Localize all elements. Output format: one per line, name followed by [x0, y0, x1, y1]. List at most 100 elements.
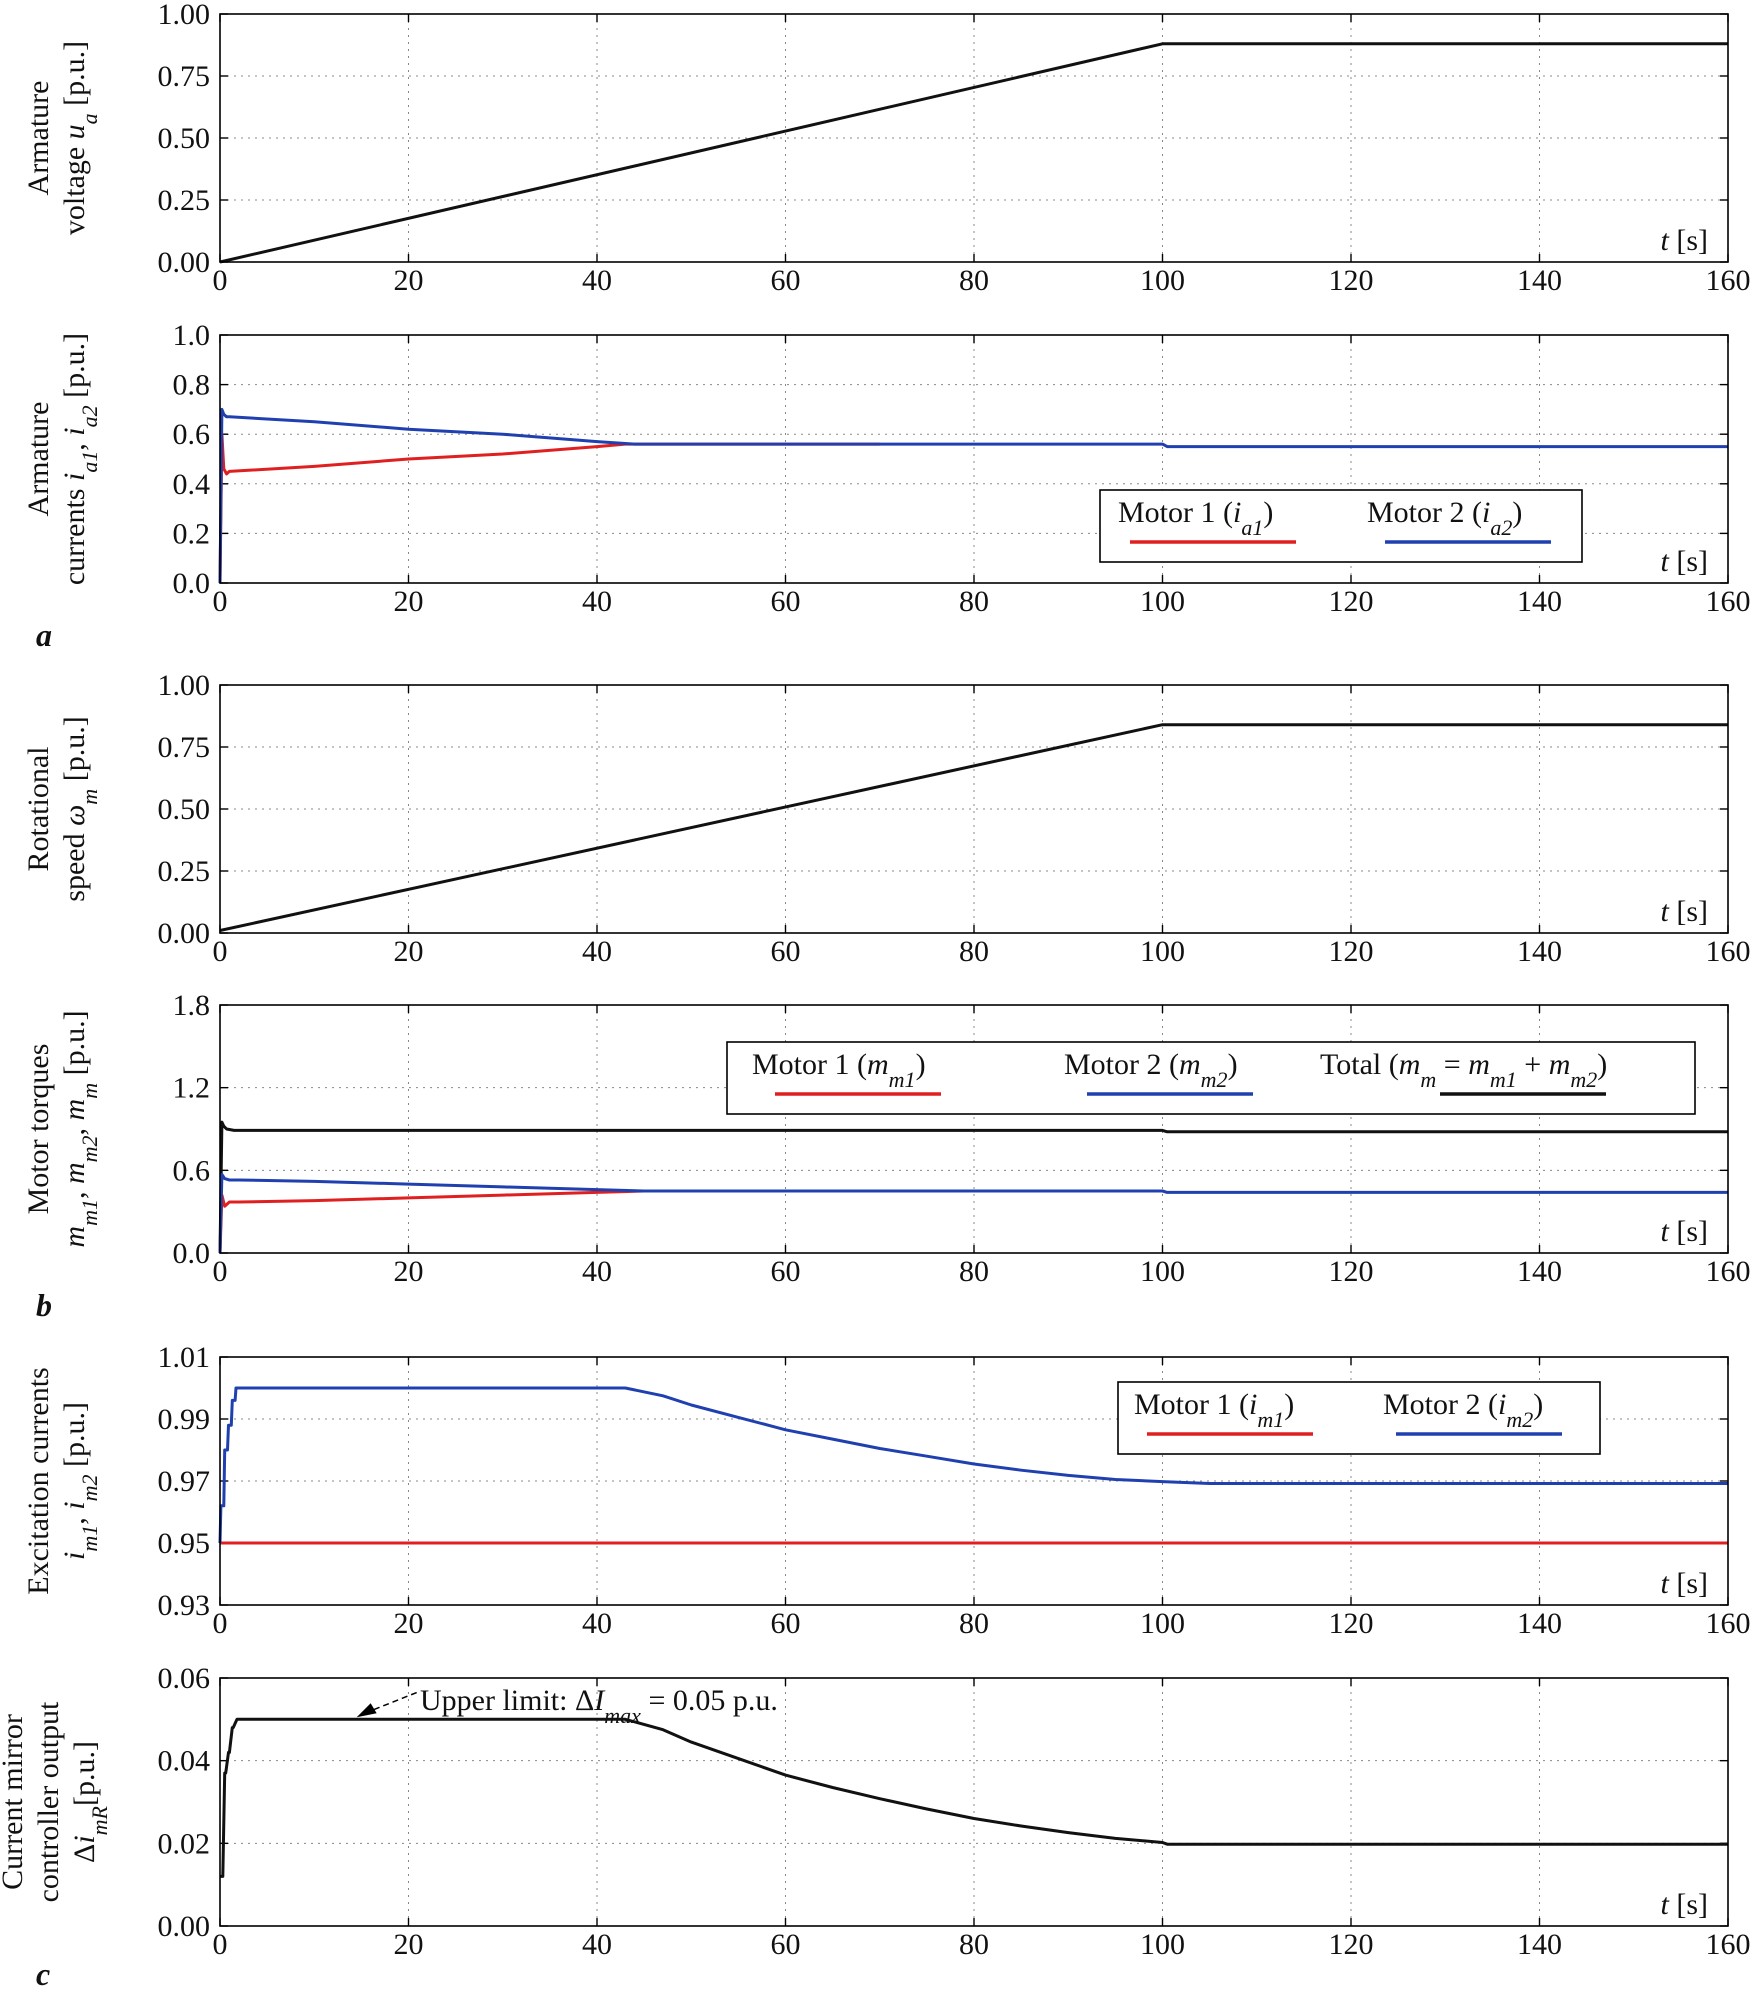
series-line — [220, 1717, 1728, 1878]
y-tick-label: 0.00 — [158, 246, 211, 279]
x-tick-label: 120 — [1329, 1928, 1374, 1961]
x-tick-label: 20 — [394, 935, 424, 968]
x-tick-label: 160 — [1706, 1607, 1751, 1640]
x-tick-label: 20 — [394, 264, 424, 297]
x-tick-label: 20 — [394, 585, 424, 618]
x-tick-label: 100 — [1140, 585, 1185, 618]
x-tick-label: 60 — [771, 1928, 801, 1961]
y-tick-label: 1.8 — [173, 989, 211, 1022]
x-tick-label: 80 — [959, 1607, 989, 1640]
legend-label: Motor 1 (mm1) — [752, 1048, 926, 1092]
x-tick-label: 80 — [959, 264, 989, 297]
x-tick-label: 160 — [1706, 1255, 1751, 1288]
x-axis-label: t [s] — [1661, 545, 1709, 578]
x-tick-label: 0 — [213, 264, 228, 297]
x-tick-label: 100 — [1140, 1255, 1185, 1288]
x-tick-label: 140 — [1517, 264, 1562, 297]
y-tick-label: 0.25 — [158, 855, 211, 888]
series-line — [218, 1189, 1022, 1254]
y-axis-label: Armature — [22, 402, 55, 517]
y-axis-label: Rotational — [22, 747, 55, 872]
x-tick-label: 100 — [1140, 1928, 1185, 1961]
x-tick-label: 40 — [582, 1255, 612, 1288]
legend-box — [1117, 1381, 1601, 1455]
y-tick-label: 0.93 — [158, 1589, 211, 1622]
x-tick-label: 20 — [394, 1255, 424, 1288]
plot-frame — [219, 334, 1729, 584]
chart-panel-4: 0 20 40 60 80 100 120 140 160 0.0 0.6 1.2 1.8 t [s] Mo… — [22, 989, 1751, 1288]
x-axis-label: t [s] — [1661, 1888, 1709, 1921]
y-tick-label: 0.4 — [173, 468, 211, 501]
x-tick-label: 80 — [959, 585, 989, 618]
y-tick-label: 0.75 — [158, 60, 211, 93]
x-tick-label: 60 — [771, 585, 801, 618]
legend-box — [1099, 489, 1583, 563]
x-tick-label: 60 — [771, 1255, 801, 1288]
annotation-text: Upper limit: ΔImax = 0.05 p.u. — [420, 1684, 778, 1728]
y-tick-label: 0.99 — [158, 1403, 211, 1436]
y-tick-label: 0.50 — [158, 793, 211, 826]
y-axis-label: Motor torques — [22, 1044, 55, 1215]
x-tick-label: 40 — [582, 1607, 612, 1640]
x-tick-label: 60 — [771, 935, 801, 968]
x-tick-label: 60 — [771, 1607, 801, 1640]
y-tick-label: 0.97 — [158, 1465, 211, 1498]
legend-label: Motor 1 (ia1) — [1118, 496, 1273, 540]
series-line — [218, 432, 880, 584]
series-line — [218, 407, 1728, 584]
legend-label: Total (mm = mm1 + mm2) — [1320, 1048, 1607, 1092]
chart-panel-1: 0 20 40 60 80 100 120 140 160 0.00 0.25 0.50 0.75 1.0… — [22, 0, 1751, 297]
x-tick-label: 120 — [1329, 1607, 1374, 1640]
x-tick-label: 140 — [1517, 1928, 1562, 1961]
x-tick-label: 120 — [1329, 585, 1374, 618]
y-tick-label: 1.00 — [158, 0, 211, 31]
x-tick-label: 160 — [1706, 1928, 1751, 1961]
x-tick-label: 120 — [1329, 935, 1374, 968]
x-tick-label: 40 — [582, 264, 612, 297]
y-tick-label: 0.0 — [173, 567, 211, 600]
y-tick-label: 0.25 — [158, 184, 211, 217]
x-tick-label: 80 — [959, 1255, 989, 1288]
y-tick-label: 0.02 — [158, 1827, 211, 1860]
x-tick-label: 0 — [213, 935, 228, 968]
series-line — [219, 42, 1728, 264]
panel-letter: b — [36, 1287, 52, 1323]
x-tick-label: 160 — [1706, 585, 1751, 618]
plot-frame — [219, 684, 1729, 934]
plot-frame — [219, 1677, 1729, 1927]
y-tick-label: 0.6 — [173, 1154, 211, 1187]
x-tick-label: 160 — [1706, 264, 1751, 297]
x-tick-label: 20 — [394, 1607, 424, 1640]
y-tick-label: 0.00 — [158, 1910, 211, 1943]
y-tick-label: 1.00 — [158, 669, 211, 702]
x-tick-label: 80 — [959, 935, 989, 968]
y-axis-label: voltage ua [p.u.] — [58, 41, 102, 235]
y-tick-label: 0.8 — [173, 369, 211, 402]
y-tick-label: 0.75 — [158, 731, 211, 764]
y-axis-label: controller output — [32, 1701, 65, 1902]
panel-letter: c — [36, 1956, 50, 1991]
series-line — [219, 723, 1728, 932]
x-tick-label: 20 — [394, 1928, 424, 1961]
y-tick-label: 0.50 — [158, 122, 211, 155]
plot-frame — [219, 13, 1729, 263]
series-line — [218, 1173, 1728, 1254]
y-tick-label: 0.0 — [173, 1237, 211, 1270]
y-tick-label: 0.95 — [158, 1527, 211, 1560]
x-tick-label: 100 — [1140, 1607, 1185, 1640]
x-tick-label: 0 — [213, 1255, 228, 1288]
y-tick-label: 0.2 — [173, 517, 211, 550]
x-tick-label: 100 — [1140, 264, 1185, 297]
series-line — [218, 1120, 1728, 1254]
legend-label: Motor 1 (im1) — [1134, 1388, 1294, 1432]
legend-label: Motor 2 (im2) — [1383, 1388, 1543, 1432]
chart-panel-5: 0 20 40 60 80 100 120 140 160 0.93 0.95 0.97 0.99 1.0… — [22, 1341, 1751, 1640]
y-axis-label: mm1, mm2, mm [p.u.] — [58, 1010, 102, 1247]
x-tick-label: 60 — [771, 264, 801, 297]
y-tick-label: 1.2 — [173, 1072, 211, 1105]
plot-frame — [219, 1356, 1729, 1606]
x-tick-label: 140 — [1517, 1607, 1562, 1640]
y-axis-label: Armature — [22, 81, 55, 196]
chart-panel-2: 0 20 40 60 80 100 120 140 160 0.0 0.2 0.4 0.6 0.8 1.0 t… — [22, 319, 1751, 618]
